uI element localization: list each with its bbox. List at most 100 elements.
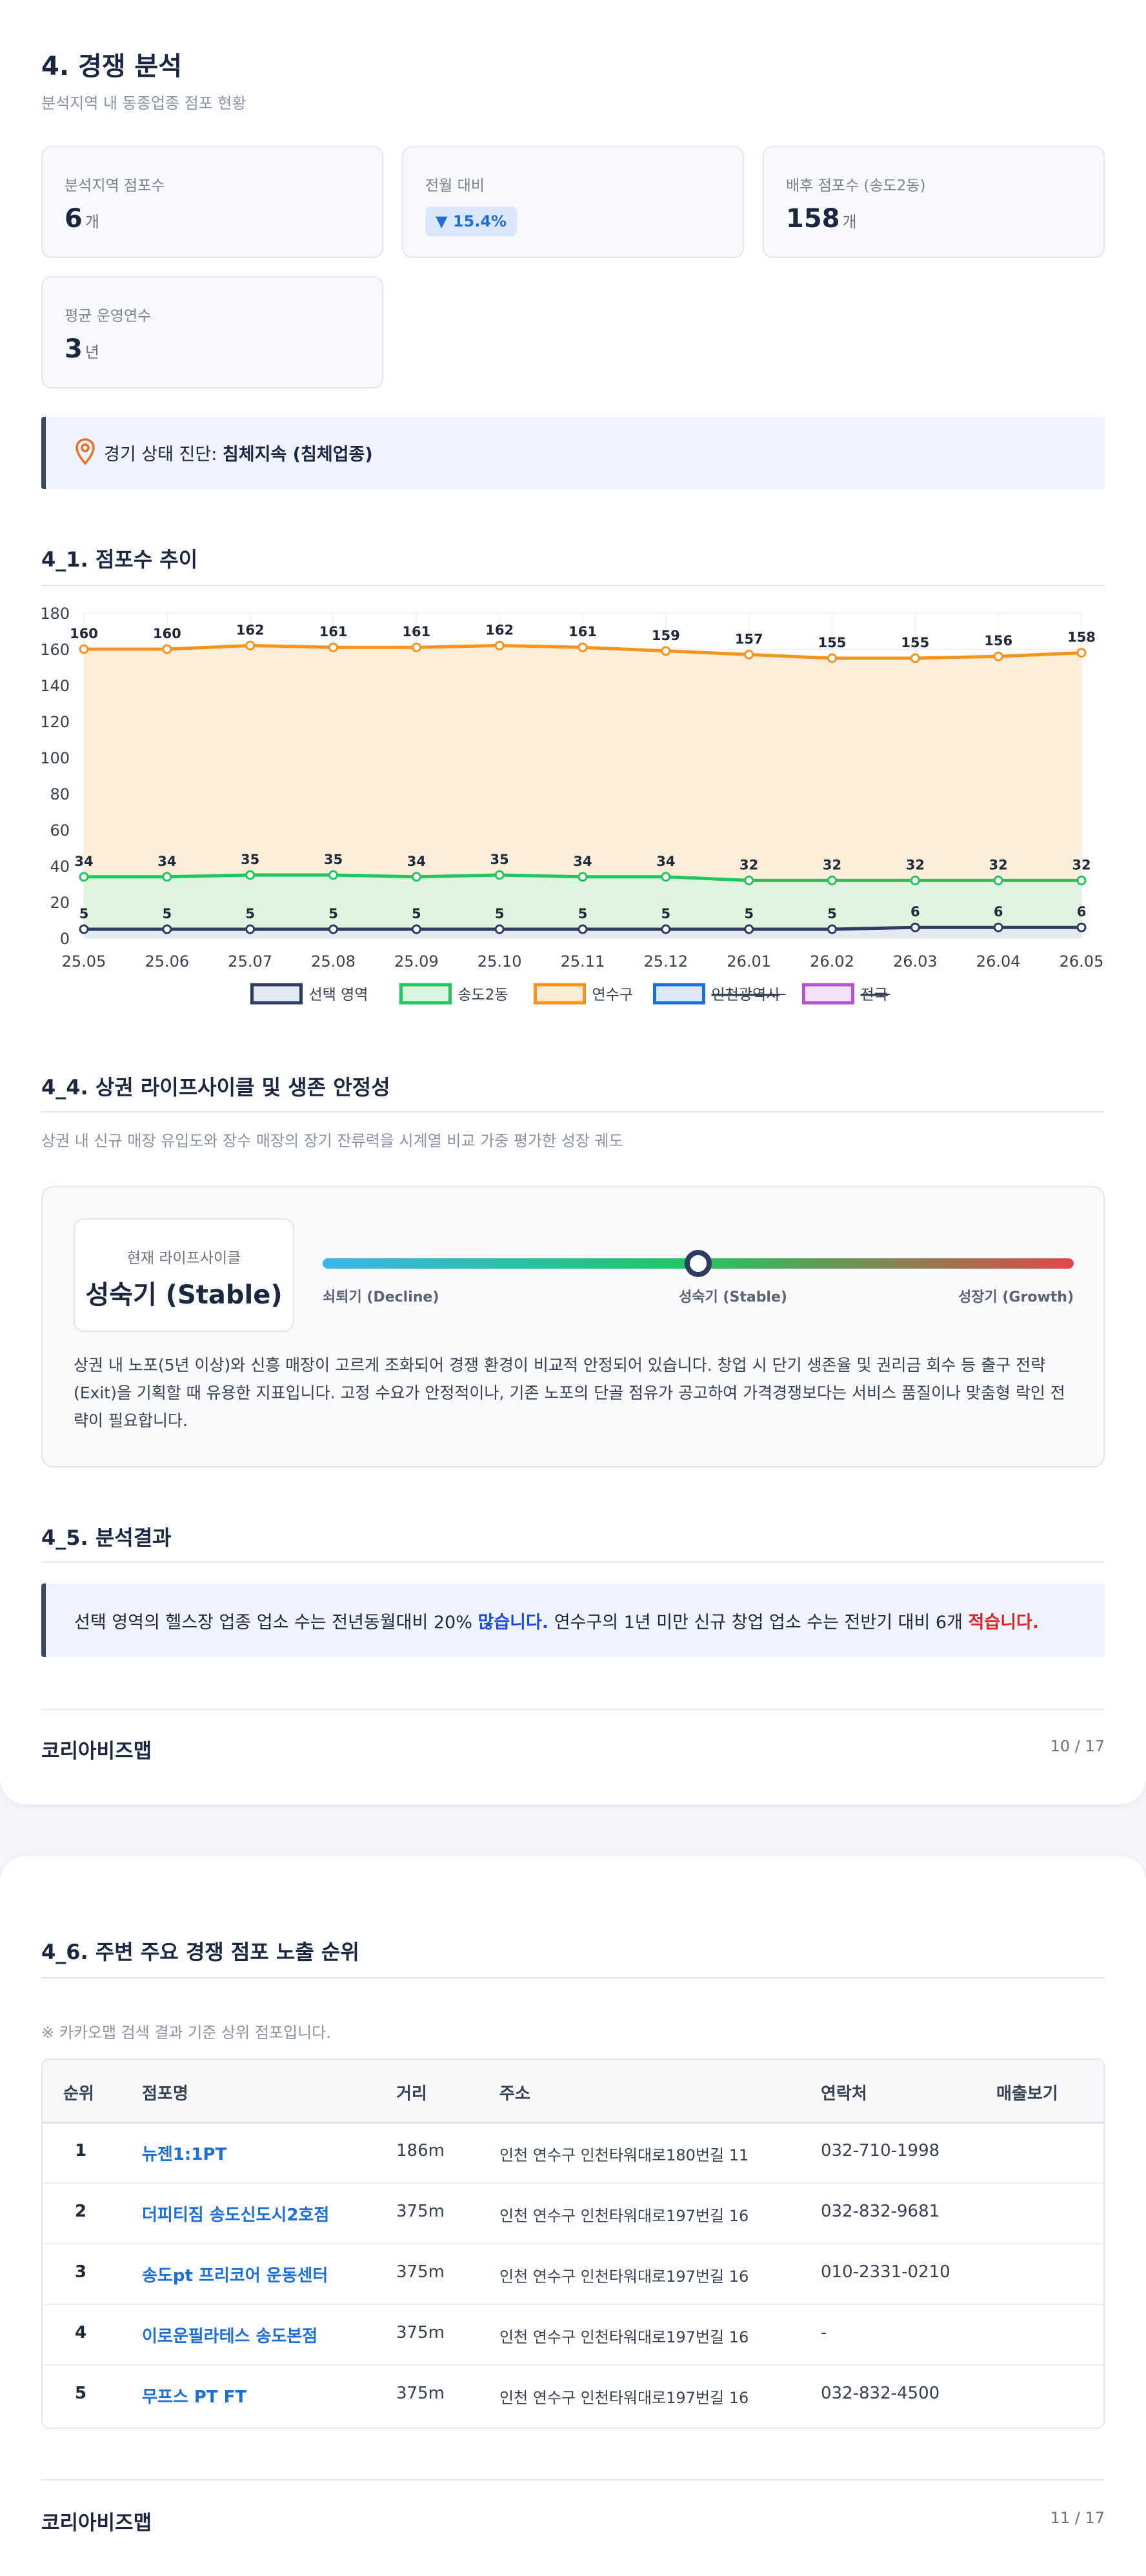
- y-tick-label: 120: [40, 713, 70, 731]
- scale-label-growth: 성장기 (Growth): [958, 1289, 1074, 1305]
- x-tick-label: 25.10: [478, 952, 522, 971]
- scale-label-decline: 쇠퇴기 (Decline): [323, 1289, 439, 1305]
- analysis-result-box: 선택 영역의 헬스장 업종 업소 수는 전년동월대비 20% 많습니다. 연수구…: [41, 1584, 1105, 1657]
- data-point: [910, 875, 920, 885]
- data-point: [661, 872, 671, 882]
- x-tick-label: 25.12: [643, 952, 688, 971]
- change-badge: ▼ 15.4%: [425, 206, 518, 236]
- data-point: [744, 649, 754, 659]
- data-label: 6: [1077, 904, 1087, 920]
- cell-address: 인천 연수구 인천타워대로180번길 11: [499, 2146, 749, 2164]
- section-title-result: 4_5. 분석결과: [41, 1525, 172, 1550]
- footer-brand: 코리아비즈맵: [41, 1740, 152, 1763]
- legend-swatch: [653, 983, 705, 1005]
- data-point: [79, 872, 89, 882]
- data-point: [245, 924, 256, 934]
- stat-label: 전월 대비: [425, 177, 485, 194]
- data-label: 32: [739, 857, 758, 872]
- data-point: [411, 642, 421, 652]
- data-point: [411, 924, 421, 934]
- data-label: 160: [153, 626, 181, 641]
- cell-contact: -: [821, 2323, 827, 2342]
- data-label: 5: [79, 906, 89, 921]
- data-label: 157: [735, 631, 763, 647]
- store-name-link[interactable]: 무프스 PT FT: [142, 2388, 247, 2407]
- data-label: 162: [485, 622, 514, 638]
- diagnosis-box: 경기 상태 진단: 침체지속 (침체업종): [41, 417, 1105, 489]
- data-label: 155: [818, 635, 847, 650]
- section-title-trend: 4_1. 점포수 추이: [41, 547, 198, 572]
- lifecycle-stage-box: 현재 라이프사이클 성숙기 (Stable): [74, 1218, 294, 1332]
- y-tick-label: 100: [40, 749, 70, 767]
- page-subtitle: 분석지역 내 동종업종 점포 현황: [41, 94, 246, 112]
- data-label: 34: [656, 854, 675, 869]
- footer-divider: [41, 1709, 1105, 1710]
- legend-label: 선택 영역: [309, 987, 368, 1003]
- data-point: [1076, 875, 1087, 885]
- legend-label: 송도2동: [458, 987, 508, 1003]
- y-tick-label: 20: [50, 894, 70, 912]
- data-point: [661, 646, 671, 656]
- data-label: 5: [578, 906, 588, 921]
- cell-address: 인천 연수구 인천타워대로197번길 16: [499, 2268, 749, 2286]
- data-label: 6: [994, 904, 1003, 920]
- section-divider: [41, 1111, 1105, 1112]
- cell-distance: 186m: [396, 2141, 445, 2160]
- data-label: 5: [328, 906, 338, 921]
- header-contact: 연락처: [821, 2084, 867, 2104]
- data-label: 156: [984, 633, 1012, 649]
- cell-rank: 3: [75, 2262, 87, 2282]
- store-name-link[interactable]: 뉴젠1:1PT: [142, 2145, 227, 2164]
- data-point: [245, 870, 256, 880]
- data-point: [494, 640, 505, 650]
- data-point: [79, 644, 89, 654]
- store-name-link[interactable]: 이로운필라테스 송도본점: [142, 2327, 318, 2346]
- data-point: [162, 924, 172, 934]
- footer-brand: 코리아비즈맵: [41, 2511, 152, 2535]
- stat-label: 배후 점포수 (송도2동): [786, 177, 926, 194]
- data-point: [578, 642, 588, 652]
- store-name-link[interactable]: 더피티짐 송도신도시2호점: [142, 2206, 330, 2225]
- lifecycle-marker: [685, 1250, 712, 1277]
- x-tick-label: 26.02: [810, 952, 854, 971]
- cell-rank: 5: [75, 2384, 87, 2403]
- legend-swatch: [399, 983, 452, 1005]
- cell-distance: 375m: [396, 2323, 445, 2342]
- y-tick-label: 0: [60, 930, 70, 948]
- lifecycle-stage-value: 성숙기 (Stable): [85, 1280, 283, 1310]
- data-label: 160: [70, 626, 98, 641]
- table-note: ※ 카카오맵 검색 결과 기준 상위 점포입니다.: [41, 2024, 331, 2042]
- data-label: 34: [74, 854, 93, 869]
- report-page-11: 4_6. 주변 주요 경쟁 점포 노출 순위 ※ 카카오맵 검색 결과 기준 상…: [0, 1856, 1146, 2576]
- y-tick-label: 140: [40, 677, 70, 695]
- cell-rank: 2: [75, 2202, 87, 2221]
- y-tick-label: 160: [40, 641, 70, 659]
- series-area: [84, 645, 1081, 938]
- data-label: 161: [402, 624, 430, 639]
- header-name: 점포명: [142, 2084, 188, 2104]
- y-tick-label: 40: [50, 858, 70, 876]
- data-label: 35: [324, 852, 343, 867]
- data-label: 5: [661, 906, 671, 921]
- lifecycle-explanation: 상권 내 노포(5년 이상)와 신흥 매장이 고르게 조화되어 경쟁 환경이 비…: [74, 1356, 1065, 1430]
- cell-address: 인천 연수구 인천타워대로197번길 16: [499, 2389, 749, 2407]
- data-label: 5: [412, 906, 421, 921]
- location-pin-icon: [75, 438, 95, 465]
- store-name-link[interactable]: 송도pt 프리코어 운동센터: [142, 2266, 328, 2286]
- data-point: [661, 924, 671, 934]
- page-number: 10 / 17: [1050, 1737, 1105, 1755]
- section-title-lifecycle: 4_4. 상권 라이프사이클 및 생존 안정성: [41, 1075, 390, 1100]
- data-point: [162, 644, 172, 654]
- legend-label: 연수구: [592, 987, 633, 1003]
- section-divider: [41, 1562, 1105, 1563]
- table-row: 5 무프스 PT FT 375m 인천 연수구 인천타워대로197번길 16 0…: [43, 2364, 1103, 2425]
- data-label: 5: [495, 906, 505, 921]
- data-label: 161: [319, 624, 348, 639]
- data-point: [827, 653, 837, 663]
- footer-divider: [41, 2479, 1105, 2480]
- x-tick-label: 25.06: [145, 952, 189, 971]
- analysis-result-text: 선택 영역의 헬스장 업종 업소 수는 전년동월대비 20% 많습니다. 연수구…: [74, 1613, 1040, 1633]
